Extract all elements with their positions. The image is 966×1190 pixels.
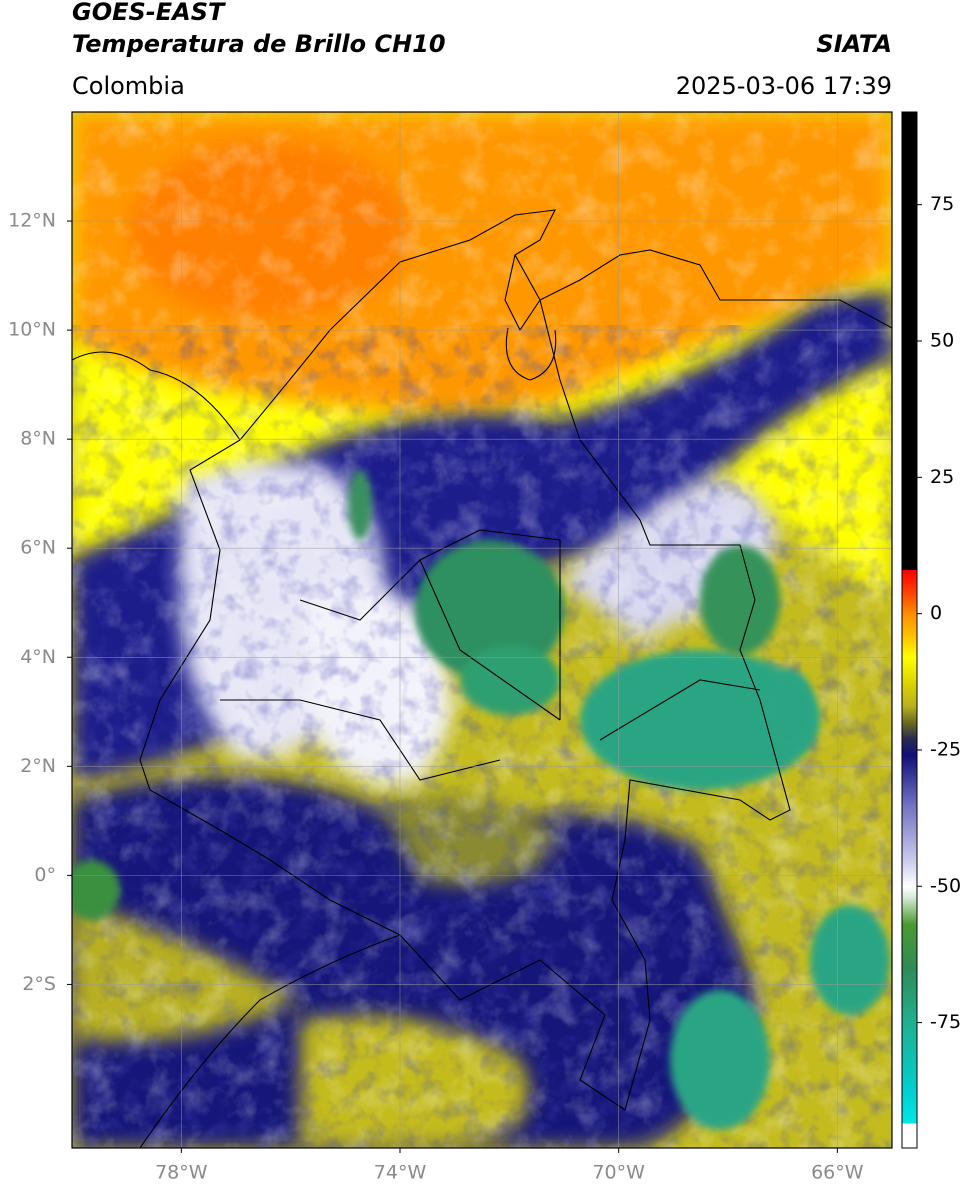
- colorbar: [901, 111, 918, 1149]
- map-frame: [71, 111, 893, 1149]
- colorbar-tick-label: 0: [930, 602, 942, 624]
- y-tick-label: 0°: [34, 864, 56, 886]
- colorbar-tick-label: 75: [930, 193, 954, 215]
- satellite-image: [72, 112, 892, 1148]
- y-tick-label: 8°N: [20, 428, 56, 450]
- y-tick-label: 6°N: [20, 537, 56, 559]
- y-tick-label: 10°N: [8, 319, 56, 341]
- y-tick-label: 2°S: [22, 973, 56, 995]
- map-grid: [72, 112, 892, 1148]
- colorbar-tick-label: 50: [930, 330, 954, 352]
- region: Colombia: [72, 72, 185, 100]
- y-tick-label: 4°N: [20, 646, 56, 668]
- datetime: 2025-03-06 17:39: [676, 72, 892, 100]
- title: GOES-EAST: [72, 0, 226, 26]
- x-tick-label: 70°W: [592, 1162, 645, 1184]
- colorbar-tick-label: -25: [930, 738, 961, 760]
- y-tick-label: 12°N: [8, 210, 56, 232]
- subtitle: Temperatura de Brillo CH10: [72, 30, 446, 58]
- x-tick-label: 78°W: [155, 1162, 208, 1184]
- colorbar-tick-label: -50: [930, 875, 961, 897]
- y-tick-label: 2°N: [20, 755, 56, 777]
- x-tick-label: 66°W: [811, 1162, 864, 1184]
- x-tick-label: 74°W: [374, 1162, 427, 1184]
- source: SIATA: [816, 30, 892, 58]
- colorbar-tick-label: 25: [930, 466, 954, 488]
- colorbar-tick-label: -75: [930, 1011, 961, 1033]
